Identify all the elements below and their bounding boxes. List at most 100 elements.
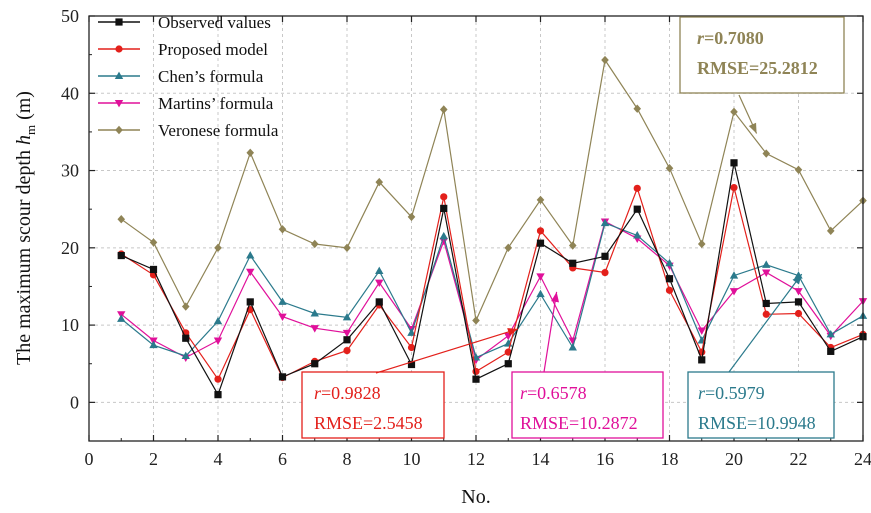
data-point-proposed-model: [343, 346, 351, 355]
data-point-chen-s-formula: [762, 260, 771, 268]
data-point-chen-s-formula: [375, 266, 384, 274]
annotation-r-symbol: r: [697, 28, 705, 48]
data-point-observed-values: [827, 347, 835, 355]
annotation-r-value: r=0.5979: [698, 383, 765, 403]
data-point-veronese-formula: [214, 243, 222, 253]
legend: Observed values Proposed model Chen’s form…: [98, 13, 279, 140]
data-point-veronese-formula: [536, 195, 545, 205]
x-tick-label: 0: [85, 449, 94, 469]
data-point-observed-values: [601, 252, 609, 260]
data-point-proposed-model: [407, 343, 416, 352]
annotation-proposed-model: r=0.9828 RMSE=2.5458: [301, 328, 519, 439]
data-point-chen-s-formula: [729, 271, 739, 279]
y-tick-label: 0: [70, 392, 79, 412]
annotation-arrowhead: [551, 291, 560, 303]
data-point-martins-formula: [310, 325, 319, 333]
data-point-martins-formula: [246, 268, 255, 277]
annotation-r-number: =0.6578: [527, 383, 587, 403]
data-point-veronese-formula: [117, 215, 126, 224]
data-point-veronese-formula: [762, 149, 771, 158]
series-line-proposed-model: [120, 186, 864, 381]
series-line-veronese-formula: [120, 58, 864, 323]
data-point-chen-s-formula: [536, 289, 545, 298]
data-point-chen-s-formula: [633, 231, 642, 239]
data-point-proposed-model: [762, 310, 770, 318]
data-point-observed-values: [762, 299, 770, 308]
x-tick-label: 18: [661, 449, 679, 469]
data-point-observed-values: [407, 360, 416, 369]
annotation-arrowhead: [792, 274, 802, 285]
data-point-veronese-formula: [697, 239, 706, 249]
data-point-veronese-formula: [278, 225, 287, 234]
data-point-observed-values: [472, 375, 480, 383]
legend-marker-chen-s-formula: [114, 71, 124, 79]
annotation-chen-s-formula: r=0.5979 RMSE=10.9948: [687, 273, 835, 439]
series-line-observed-values: [121, 162, 864, 397]
data-point-proposed-model: [214, 375, 222, 383]
data-point-martins-formula: [375, 279, 384, 287]
data-point-veronese-formula: [568, 241, 577, 250]
x-tick-label: 6: [278, 449, 287, 469]
data-point-chen-s-formula: [600, 218, 610, 227]
data-point-chen-s-formula: [407, 328, 416, 336]
annotation-arrow: [543, 291, 558, 373]
data-point-martins-formula: [278, 313, 287, 321]
series-observed-values: [117, 159, 867, 399]
x-tick-label: 24: [854, 449, 871, 469]
data-point-chen-s-formula: [181, 351, 190, 359]
data-point-proposed-model: [665, 286, 674, 294]
data-point-chen-s-formula: [310, 309, 319, 317]
data-point-martins-formula: [697, 327, 706, 335]
annotation-rmse: RMSE=10.9948: [698, 413, 816, 433]
annotation-r-symbol: r: [314, 383, 322, 403]
data-point-veronese-formula: [343, 243, 351, 253]
annotation-rmse: RMSE=10.2872: [520, 413, 638, 433]
data-point-observed-values: [440, 204, 448, 213]
data-point-veronese-formula: [149, 238, 158, 247]
data-point-observed-values: [343, 336, 351, 344]
data-point-chen-s-formula: [149, 340, 158, 349]
y-tick-label: 40: [61, 83, 79, 103]
data-point-martins-formula: [729, 288, 739, 296]
y-axis-title: The maximum scour depth hm (m): [13, 91, 38, 365]
data-point-observed-values: [278, 373, 287, 381]
series-veronese-formula: [117, 55, 867, 325]
annotations: r=0.7080RMSE=25.2812r=0.9828RMSE=2.5458r…: [301, 16, 845, 439]
y-tick-label: 10: [61, 315, 79, 335]
data-point-observed-values: [633, 205, 641, 213]
data-point-proposed-model: [633, 184, 641, 192]
legend-label-observed-values: Observed values: [158, 13, 271, 32]
data-point-observed-values: [794, 298, 803, 306]
annotation-r-value: r=0.6578: [520, 383, 587, 403]
data-point-chen-s-formula: [439, 231, 448, 240]
legend-label-martins-formula: Martins’ formula: [158, 94, 274, 113]
x-tick-label: 2: [149, 449, 158, 469]
annotation-veronese-formula: r=0.7080 RMSE=25.2812: [679, 16, 845, 134]
x-tick-label: 22: [790, 449, 808, 469]
annotation-rmse: RMSE=25.2812: [697, 58, 818, 78]
data-point-observed-values: [149, 265, 158, 274]
x-axis-title: No.: [461, 486, 490, 508]
annotation-r-symbol: r: [520, 383, 528, 403]
annotation-arrow: [728, 273, 803, 373]
data-point-martins-formula: [213, 337, 223, 345]
data-point-observed-values: [504, 360, 512, 368]
x-tick-label: 10: [403, 449, 421, 469]
legend-marker-martins-formula: [114, 100, 124, 108]
data-point-veronese-formula: [826, 226, 835, 236]
data-point-observed-values: [246, 298, 254, 306]
data-point-observed-values: [665, 275, 674, 283]
data-point-observed-values: [698, 356, 706, 364]
data-point-proposed-model: [504, 348, 512, 356]
data-point-martins-formula: [794, 288, 803, 296]
data-point-observed-values: [117, 251, 125, 260]
legend-label-proposed-model: Proposed model: [158, 40, 268, 59]
legend-marker-veronese-formula: [115, 125, 123, 135]
data-point-veronese-formula: [730, 107, 738, 117]
data-point-proposed-model: [536, 227, 545, 235]
data-point-veronese-formula: [439, 105, 448, 114]
annotation-arrow: [375, 328, 519, 374]
data-point-observed-values: [375, 298, 383, 306]
data-point-veronese-formula: [665, 164, 674, 173]
